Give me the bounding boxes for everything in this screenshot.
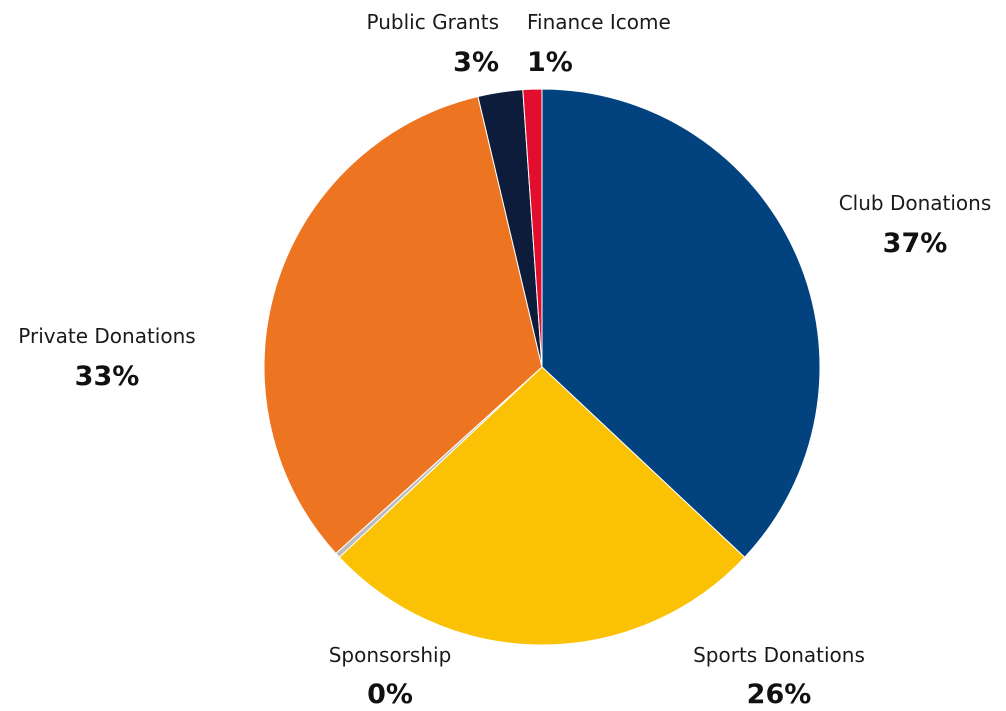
label-sports-donations-name: Sports Donations bbox=[693, 643, 865, 667]
label-private-donations-value: 33% bbox=[75, 361, 140, 392]
label-sponsorship-value: 0% bbox=[367, 679, 413, 710]
label-club-donations-name: Club Donations bbox=[839, 191, 992, 215]
pie-slice-private-donations bbox=[263, 95, 543, 555]
label-public-grants-name: Public Grants bbox=[367, 10, 499, 34]
label-sports-donations-value: 26% bbox=[747, 679, 812, 710]
pie-slices bbox=[263, 88, 821, 646]
label-finance-income-value: 1% bbox=[527, 47, 573, 78]
label-public-grants-value: 3% bbox=[453, 47, 499, 78]
label-sponsorship-name: Sponsorship bbox=[329, 643, 452, 667]
pie-slice-club-donations bbox=[541, 88, 821, 559]
label-finance-income-name: Finance Icome bbox=[527, 10, 671, 34]
pie-slice-sports-donations bbox=[338, 366, 746, 646]
pie-slice-finance-icome bbox=[522, 88, 543, 368]
label-private-donations-name: Private Donations bbox=[18, 324, 195, 348]
label-club-donations-value: 37% bbox=[883, 228, 948, 259]
